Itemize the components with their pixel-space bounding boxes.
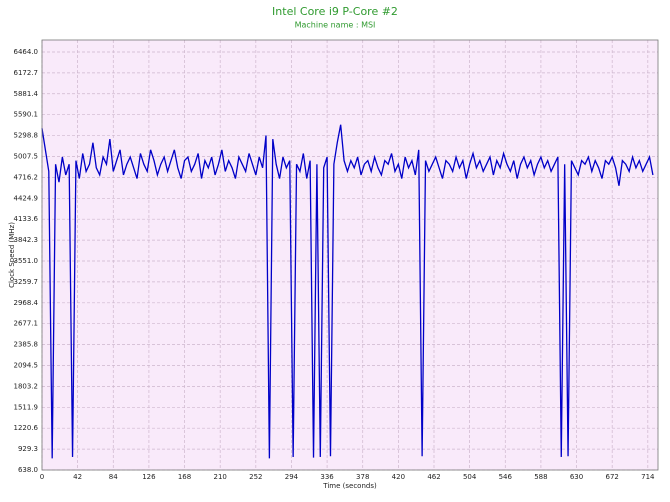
y-tick-label: 638.0 (18, 466, 38, 474)
y-tick-label: 5590.1 (14, 111, 39, 119)
y-tick-label: 2968.4 (14, 299, 39, 307)
plot-border (41, 39, 659, 471)
x-tick-label: 714 (641, 473, 655, 481)
x-tick-label: 420 (392, 473, 405, 481)
x-tick-label: 0 (40, 473, 44, 481)
y-tick-label: 4424.9 (14, 194, 39, 202)
x-tick-label: 252 (249, 473, 262, 481)
y-tick-label: 6172.7 (14, 69, 39, 77)
y-tick-label: 3259.7 (14, 278, 39, 286)
x-tick-label: 504 (463, 473, 477, 481)
x-tick-label: 294 (285, 473, 299, 481)
y-axis-label: Clock Speed (MHz) (8, 222, 16, 288)
data-line (41, 124, 654, 459)
x-tick-label: 462 (427, 473, 440, 481)
x-tick-label: 546 (499, 473, 513, 481)
x-tick-label: 630 (570, 473, 583, 481)
x-tick-label: 672 (605, 473, 618, 481)
x-tick-label: 336 (320, 473, 334, 481)
y-tick-label: 4716.2 (14, 173, 39, 181)
plot-area (42, 40, 658, 470)
chart-title: Intel Core i9 P-Core #2 (272, 5, 398, 18)
y-tick-label: 5007.5 (14, 152, 39, 160)
x-tick-label: 42 (73, 473, 82, 481)
chart-subtitle: Machine name : MSI (295, 21, 376, 30)
y-tick-label: 2677.1 (14, 320, 39, 328)
y-tick-label: 2094.5 (14, 361, 39, 369)
x-tick-label: 84 (109, 473, 118, 481)
y-tick-label: 929.3 (18, 445, 38, 453)
x-tick-label: 126 (142, 473, 156, 481)
y-tick-label: 2385.8 (14, 341, 39, 349)
y-tick-label: 1511.9 (14, 403, 39, 411)
y-tick-label: 1220.6 (14, 424, 39, 432)
y-tick-label: 3551.0 (14, 257, 39, 265)
y-tick-label: 5298.8 (14, 132, 39, 140)
y-tick-label: 4133.6 (14, 215, 39, 223)
x-axis-label: Time (seconds) (322, 482, 377, 490)
y-tick-label: 1803.2 (14, 382, 39, 390)
x-tick-label: 210 (213, 473, 226, 481)
y-tick-label: 3842.3 (14, 236, 39, 244)
x-tick-label: 168 (178, 473, 191, 481)
y-tick-label: 5881.4 (14, 90, 39, 98)
x-tick-label: 588 (534, 473, 547, 481)
y-tick-label: 6464.0 (14, 48, 39, 56)
x-tick-label: 378 (356, 473, 369, 481)
